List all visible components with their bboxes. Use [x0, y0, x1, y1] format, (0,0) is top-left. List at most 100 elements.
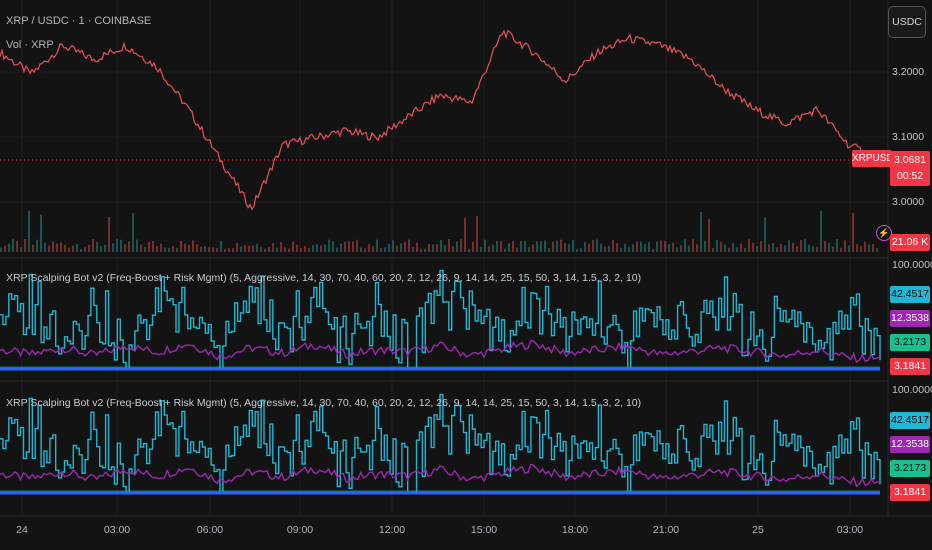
- value-tag-purple: 12.3538: [890, 310, 930, 327]
- volume-bar: [668, 244, 670, 252]
- volume-bar: [716, 239, 718, 252]
- volume-label: Vol · XRP: [6, 39, 54, 51]
- volume-bar: [12, 239, 14, 252]
- volume-bar: [92, 239, 94, 252]
- volume-bar: [472, 241, 474, 252]
- volume-bar: [164, 247, 166, 252]
- value-tag-green: 3.2173: [890, 334, 930, 351]
- volume-bar: [292, 241, 294, 252]
- time-label: 06:00: [196, 524, 224, 536]
- volume-bar: [364, 248, 366, 252]
- volume-bar: [464, 217, 466, 252]
- time-label: 12:00: [378, 524, 406, 536]
- volume-bar: [552, 241, 554, 252]
- volume-bar: [772, 243, 774, 252]
- volume-bar: [320, 245, 322, 252]
- volume-bar: [48, 245, 50, 252]
- volume-bar: [708, 218, 710, 252]
- volume-bar: [864, 241, 866, 252]
- volume-bar: [872, 244, 874, 252]
- volume-bar: [412, 246, 414, 252]
- volume-bar: [140, 244, 142, 252]
- volume-bar: [756, 245, 758, 252]
- volume-bar: [180, 240, 182, 252]
- volume-bar: [176, 247, 178, 252]
- volume-bar: [380, 248, 382, 252]
- volume-bar: [556, 240, 558, 252]
- indicator-title[interactable]: XRP Scalping Bot v2 (Freq-Boost + Risk M…: [6, 272, 642, 284]
- volume-bar: [304, 246, 306, 252]
- oscillator-line-cyan: [0, 269, 881, 371]
- volume-bar: [188, 244, 190, 252]
- volume-bar: [612, 239, 614, 252]
- indicator-title-2[interactable]: XRP Scalping Bot v2 (Freq-Boost + Risk M…: [6, 397, 642, 409]
- volume-bar: [804, 239, 806, 252]
- volume-bar: [120, 239, 122, 252]
- volume-bar: [16, 240, 18, 252]
- volume-bar: [404, 241, 406, 252]
- volume-bar: [608, 245, 610, 252]
- price-tick: 3.1000: [892, 131, 925, 143]
- volume-bar: [100, 246, 102, 252]
- volume-bar: [440, 239, 442, 252]
- volume-bar: [88, 244, 90, 252]
- volume-bar: [576, 248, 578, 252]
- time-label: 03:00: [103, 524, 131, 536]
- volume-bar: [656, 241, 658, 252]
- time-label: 24: [16, 524, 28, 536]
- volume-bar: [768, 244, 770, 252]
- volume-bar: [468, 248, 470, 252]
- volume-bar: [388, 244, 390, 252]
- volume-bar: [456, 241, 458, 252]
- volume-bar: [68, 247, 70, 252]
- lightning-icon[interactable]: ⚡: [876, 225, 892, 241]
- volume-bar: [780, 243, 782, 252]
- symbol-title[interactable]: XRP / USDC · 1 · COINBASE: [6, 15, 152, 27]
- volume-bar: [356, 239, 358, 252]
- volume-bar: [196, 244, 198, 252]
- volume-bar: [420, 248, 422, 252]
- time-label: 03:00: [836, 524, 864, 536]
- volume-bar: [488, 246, 490, 252]
- volume-bar: [396, 245, 398, 252]
- volume-bar: [532, 244, 534, 252]
- volume-bar: [496, 240, 498, 252]
- volume-bar: [544, 240, 546, 252]
- volume-bar: [252, 245, 254, 252]
- volume-bar: [800, 240, 802, 252]
- volume-bar: [224, 248, 226, 252]
- volume-bar: [480, 246, 482, 252]
- volume-bar: [512, 240, 514, 252]
- volume-bar: [112, 243, 114, 252]
- volume-bar: [436, 244, 438, 252]
- volume-bar: [236, 243, 238, 252]
- volume-bar: [352, 241, 354, 252]
- volume-bar: [256, 243, 258, 252]
- volume-bars: [0, 210, 878, 252]
- volume-bar: [548, 248, 550, 252]
- volume-bar: [628, 247, 630, 252]
- volume-bar: [724, 244, 726, 252]
- volume-bar: [124, 244, 126, 252]
- volume-bar: [52, 241, 54, 252]
- volume-bar: [796, 246, 798, 252]
- volume-bar: [0, 247, 2, 252]
- volume-bar: [288, 248, 290, 252]
- value-tag-red: 3.1841: [890, 358, 930, 375]
- volume-bar: [600, 243, 602, 252]
- volume-bar: [660, 240, 662, 252]
- volume-bar: [308, 248, 310, 252]
- volume-bar: [208, 247, 210, 252]
- volume-bar: [144, 246, 146, 252]
- volume-bar: [776, 247, 778, 252]
- volume-bar: [332, 240, 334, 252]
- value-tag-cyan-2: 42.4517: [890, 412, 930, 429]
- volume-bar: [592, 240, 594, 252]
- currency-button[interactable]: USDC: [888, 6, 926, 38]
- oscillator-line-purple: [0, 339, 881, 364]
- volume-bar: [348, 241, 350, 252]
- volume-bar: [696, 244, 698, 252]
- volume-bar: [712, 248, 714, 252]
- volume-bar: [572, 239, 574, 252]
